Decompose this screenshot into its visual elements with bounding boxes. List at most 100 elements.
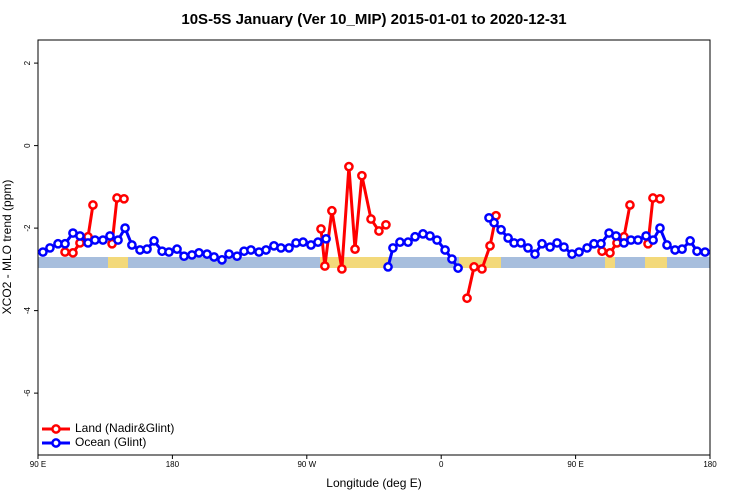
data-point xyxy=(395,237,405,247)
data-point xyxy=(350,244,360,255)
data-point xyxy=(597,246,607,257)
data-point xyxy=(611,231,621,241)
data-point xyxy=(574,247,584,257)
x-tick-label: 90 W xyxy=(297,460,316,469)
data-point xyxy=(113,235,123,245)
data-point xyxy=(60,238,70,249)
y-tick-label: 0 xyxy=(23,143,32,148)
land-patch xyxy=(645,257,667,268)
y-tick-label: -2 xyxy=(23,224,32,232)
x-tick-label: 0 xyxy=(439,460,444,469)
series-line xyxy=(64,166,661,299)
data-point xyxy=(648,235,658,245)
data-point xyxy=(625,200,635,210)
data-point xyxy=(485,240,495,251)
data-point xyxy=(90,235,100,245)
x-tick-label: 180 xyxy=(166,460,180,469)
data-point xyxy=(98,235,108,245)
data-point xyxy=(453,263,463,273)
land-patch xyxy=(605,257,615,268)
data-point xyxy=(655,223,665,233)
land-patch xyxy=(108,257,128,268)
data-point xyxy=(489,217,499,228)
data-point xyxy=(496,224,506,235)
land-patch xyxy=(320,257,388,268)
data-point xyxy=(700,247,710,257)
data-point xyxy=(60,247,70,257)
land-patch xyxy=(459,257,501,268)
data-point xyxy=(45,243,55,253)
data-point xyxy=(685,236,695,246)
data-point xyxy=(366,214,376,224)
data-point xyxy=(194,248,204,258)
data-point xyxy=(298,237,308,247)
x-tick-label: 90 E xyxy=(30,460,46,469)
x-tick-label: 90 E xyxy=(567,460,583,469)
data-point xyxy=(88,200,98,210)
data-point xyxy=(316,224,326,234)
y-tick-label: 2 xyxy=(23,60,32,65)
data-point xyxy=(374,226,384,236)
data-point xyxy=(321,233,331,244)
data-point xyxy=(677,244,687,255)
data-point xyxy=(232,251,242,262)
data-point xyxy=(425,231,435,241)
data-point xyxy=(313,237,323,247)
legend-marker xyxy=(51,424,61,434)
data-point xyxy=(327,205,337,216)
map-strip xyxy=(38,257,710,268)
data-point xyxy=(68,248,78,258)
data-point xyxy=(552,238,562,248)
legend-label: Land (Nadir&Glint) xyxy=(75,421,174,435)
data-point xyxy=(530,249,540,259)
data-point xyxy=(662,240,672,250)
data-point xyxy=(388,243,398,253)
data-point xyxy=(596,238,606,249)
data-point xyxy=(447,254,457,264)
data-point xyxy=(537,238,547,249)
data-point xyxy=(246,245,256,255)
data-point xyxy=(545,242,555,252)
data-point xyxy=(605,248,615,258)
y-tick-label: -6 xyxy=(23,389,32,397)
data-point xyxy=(284,243,294,253)
data-point xyxy=(582,243,592,253)
data-point xyxy=(344,161,354,172)
x-tick-label: 180 xyxy=(703,460,717,469)
data-point xyxy=(410,231,420,242)
data-point xyxy=(38,247,48,257)
y-axis-label: XCO2 - MLO trend (ppm) xyxy=(0,180,14,315)
chart-title: 10S-5S January (Ver 10_MIP) 2015-01-01 t… xyxy=(181,11,566,28)
data-point xyxy=(516,238,526,248)
data-point xyxy=(224,249,234,259)
data-point xyxy=(381,219,391,230)
data-point xyxy=(462,293,472,304)
data-point xyxy=(469,262,479,272)
data-point xyxy=(383,262,393,272)
data-point xyxy=(120,223,130,233)
legend: Land (Nadir&Glint)Ocean (Glint) xyxy=(42,421,174,449)
data-point xyxy=(477,264,487,274)
legend-marker xyxy=(51,438,61,448)
data-point xyxy=(142,244,152,255)
data-point xyxy=(172,244,182,255)
data-point xyxy=(127,240,137,250)
y-tick-label: -4 xyxy=(23,307,32,315)
data-point xyxy=(261,245,271,255)
plot-frame xyxy=(37,39,711,456)
data-point xyxy=(149,236,159,246)
data-point xyxy=(209,252,219,262)
data-point xyxy=(641,231,651,241)
data-point xyxy=(105,231,115,241)
data-point xyxy=(655,193,665,204)
data-point xyxy=(337,264,347,274)
data-point xyxy=(403,237,413,247)
data-point xyxy=(164,247,174,257)
data-point xyxy=(75,231,85,241)
data-point xyxy=(692,246,702,257)
data-point xyxy=(633,235,643,245)
data-point xyxy=(559,242,569,252)
x-axis-label: Longitude (deg E) xyxy=(326,476,421,490)
data-point xyxy=(119,193,129,204)
